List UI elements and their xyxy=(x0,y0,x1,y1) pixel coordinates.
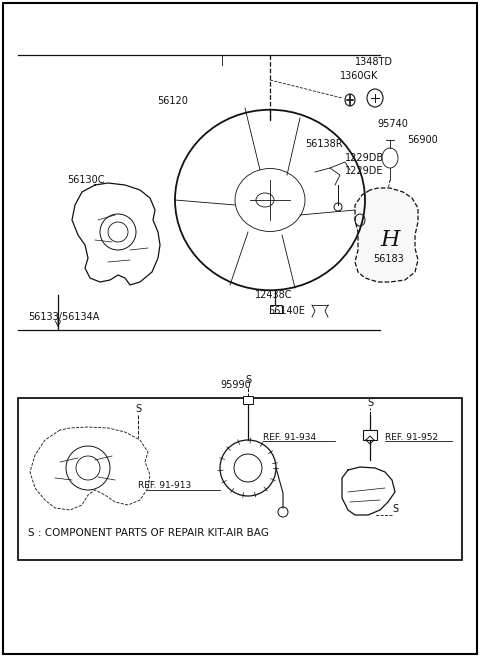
Text: REF. 91-934: REF. 91-934 xyxy=(263,433,316,442)
Text: 1360GK: 1360GK xyxy=(340,71,378,81)
Bar xyxy=(363,430,377,440)
Bar xyxy=(270,306,282,313)
Text: 95990: 95990 xyxy=(220,380,251,390)
Text: 56900: 56900 xyxy=(407,135,438,145)
Text: H: H xyxy=(380,229,400,251)
Text: REF. 91-913: REF. 91-913 xyxy=(138,481,191,490)
Polygon shape xyxy=(72,183,160,285)
Text: 56133/56134A: 56133/56134A xyxy=(28,312,99,322)
Text: 1229DE: 1229DE xyxy=(345,166,384,176)
Bar xyxy=(18,398,462,560)
Text: 1229DB: 1229DB xyxy=(345,153,384,163)
Text: 56120: 56120 xyxy=(157,96,188,106)
Text: 56130C: 56130C xyxy=(67,175,105,185)
Polygon shape xyxy=(355,188,418,282)
Polygon shape xyxy=(30,427,150,510)
Text: S: S xyxy=(367,398,373,408)
Text: 56138R: 56138R xyxy=(305,139,343,149)
Polygon shape xyxy=(342,467,395,515)
Text: 1348TD: 1348TD xyxy=(355,57,393,67)
Text: S : COMPONENT PARTS OF REPAIR KIT-AIR BAG: S : COMPONENT PARTS OF REPAIR KIT-AIR BA… xyxy=(28,528,269,538)
Text: REF. 91-952: REF. 91-952 xyxy=(385,433,438,442)
Text: S: S xyxy=(392,504,398,514)
Text: S: S xyxy=(245,375,251,385)
Bar xyxy=(243,396,253,404)
Text: 95740: 95740 xyxy=(377,119,408,129)
Text: 12438C: 12438C xyxy=(255,290,292,300)
Text: S: S xyxy=(135,404,141,414)
Text: 56140E: 56140E xyxy=(268,306,305,316)
Text: 56183: 56183 xyxy=(373,254,404,264)
